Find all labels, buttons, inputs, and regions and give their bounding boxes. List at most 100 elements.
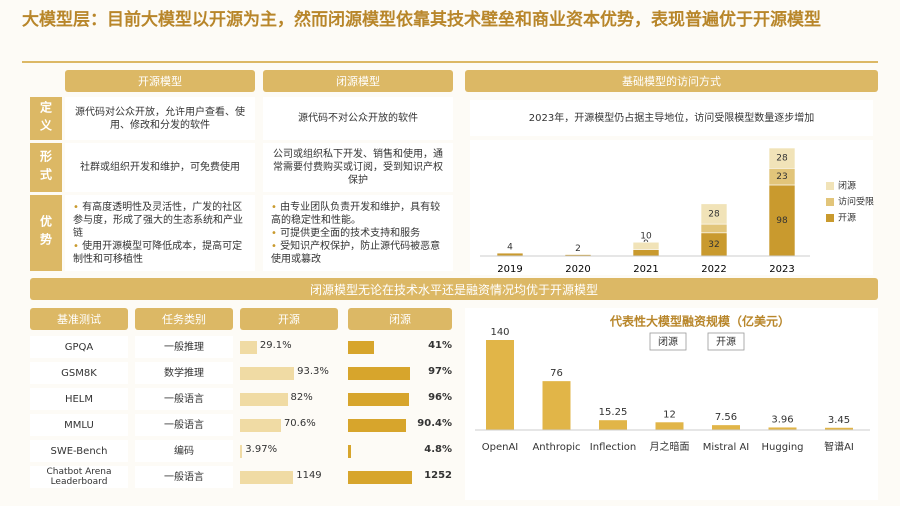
benchmark-name: GSM8K [30, 362, 128, 384]
table-header: 开源 [240, 308, 338, 330]
title-rule [22, 61, 878, 63]
task-type: 数学推理 [135, 362, 233, 384]
benchmark-name: SWE-Bench [30, 440, 128, 462]
cell-text: 使用开源模型可降低成本，提高可定制性和可移植性 [73, 240, 247, 266]
cell: 公司或组织私下开发、销售和使用，通常需要付费购买或订阅，受到知识产权保护 [263, 143, 453, 192]
score-bar [240, 393, 288, 406]
benchmark-name: Chatbot Arena Leaderboard [30, 466, 128, 488]
x-tick-label: 智谱AI [824, 440, 854, 453]
cell-text: 可提供更全面的技术支持和服务 [271, 227, 445, 240]
score-bar [240, 419, 281, 432]
score-bar [348, 367, 411, 380]
x-tick-label: 2019 [497, 264, 522, 275]
cell-text: 源代码对公众开放，允许用户查看、使用、修改和分发的软件 [75, 106, 245, 131]
x-tick-label: OpenAI [482, 442, 519, 453]
task-type: 编码 [135, 440, 233, 462]
score-label: 97% [428, 366, 452, 377]
data-label: 10 [640, 232, 652, 242]
bar-segment [632, 249, 660, 257]
score-bar [348, 471, 412, 484]
data-label: 12 [663, 409, 676, 420]
score-label: 29.1% [259, 340, 292, 351]
legend-label: 闭源 [658, 335, 678, 348]
score-bar [240, 341, 257, 354]
score-bar [240, 471, 294, 484]
data-label: 7.56 [715, 412, 737, 423]
legend-swatch [826, 198, 834, 206]
bar-segment [700, 203, 728, 225]
x-tick-label: 2023 [769, 264, 794, 275]
cell: 源代码不对公众开放的软件 [263, 97, 453, 140]
data-label: 28 [776, 154, 788, 164]
bar [768, 427, 797, 430]
cell-text: 有高度透明性及灵活性，广发的社区参与度，形成了强大的生态系统和产业链 [73, 201, 247, 240]
score-label: 41% [428, 340, 452, 351]
data-label: 140 [490, 327, 509, 338]
cell-text: 公司或组织私下开发、销售和使用，通常需要付费购买或订阅，受到知识产权保护 [273, 149, 443, 186]
cell: 社群或组织开发和维护，可免费使用 [65, 143, 255, 192]
task-type: 一般语言 [135, 414, 233, 436]
x-tick-label: Hugging [761, 442, 803, 453]
chart-title: 基础模型的访问方式 [465, 70, 878, 92]
legend-label: 闭源 [838, 180, 856, 192]
benchmark-name: HELM [30, 388, 128, 410]
score-bar [348, 445, 352, 458]
score-label: 4.8% [424, 444, 452, 455]
cell-text: 由专业团队负责开发和维护，具有较高的稳定性和性能。 [271, 201, 445, 227]
score-label: 93.3% [297, 366, 329, 377]
cell: 有高度透明性及灵活性，广发的社区参与度，形成了强大的生态系统和产业链使用开源模型… [65, 195, 255, 271]
bar [655, 422, 684, 430]
task-type: 一般语言 [135, 466, 233, 488]
row-label: 定义 [30, 97, 62, 140]
data-label: 4 [507, 243, 513, 253]
cell-text: 受知识产权保护，防止源代码被恶意使用或篡改 [271, 240, 445, 266]
x-tick-label: Mistral AI [703, 442, 750, 453]
legend-label: 访问受限 [838, 196, 874, 208]
row-label: 优势 [30, 195, 62, 271]
plot-bg [470, 140, 873, 275]
data-label: 23 [776, 172, 787, 182]
score-label: 3.97% [245, 444, 278, 455]
task-type: 一般推理 [135, 336, 233, 358]
table-header: 基准测试 [30, 308, 128, 330]
table-header: 闭源 [348, 308, 452, 330]
bar [486, 340, 514, 430]
x-tick-label: 2020 [565, 264, 590, 275]
x-tick-label: Anthropic [532, 442, 580, 453]
score-bar [348, 419, 406, 432]
score-label: 1149 [296, 470, 322, 481]
row-label: 形式 [30, 143, 62, 192]
bar [599, 420, 627, 430]
bar-segment [768, 147, 796, 169]
x-tick-label: Inflection [590, 442, 636, 453]
legend-box [707, 332, 745, 351]
chart-subtitle: 2023年，开源模型仍占据主导地位，访问受限模型数量逐步增加 [470, 100, 873, 136]
bar [825, 427, 853, 430]
chart-title: 代表性大模型融资规模（亿美元） [609, 314, 790, 329]
column-header: 开源模型 [65, 70, 255, 92]
table-header: 任务类别 [135, 308, 233, 330]
data-label: 32 [708, 240, 719, 250]
legend-swatch [826, 182, 834, 190]
data-label: 15.25 [599, 407, 628, 418]
legend-swatch [826, 214, 834, 222]
page-title: 大模型层：目前大模型以开源为主，然而闭源模型依靠其技术壁垒和商业资本优势，表现普… [22, 10, 821, 30]
score-bar [348, 341, 375, 354]
data-label: 2 [575, 244, 581, 254]
x-tick-label: 2022 [701, 264, 726, 275]
score-label: 90.4% [417, 418, 452, 429]
score-bar [240, 367, 295, 380]
bar [542, 381, 571, 430]
score-bar [348, 393, 410, 406]
legend-label: 开源 [716, 335, 736, 348]
score-label: 1252 [424, 470, 452, 481]
cell-text: 源代码不对公众开放的软件 [298, 113, 418, 124]
data-label: 28 [708, 209, 720, 219]
data-label: 76 [550, 368, 563, 379]
legend-box [649, 332, 687, 351]
score-label: 96% [428, 392, 452, 403]
bar [712, 425, 740, 430]
bar-segment [632, 241, 660, 250]
